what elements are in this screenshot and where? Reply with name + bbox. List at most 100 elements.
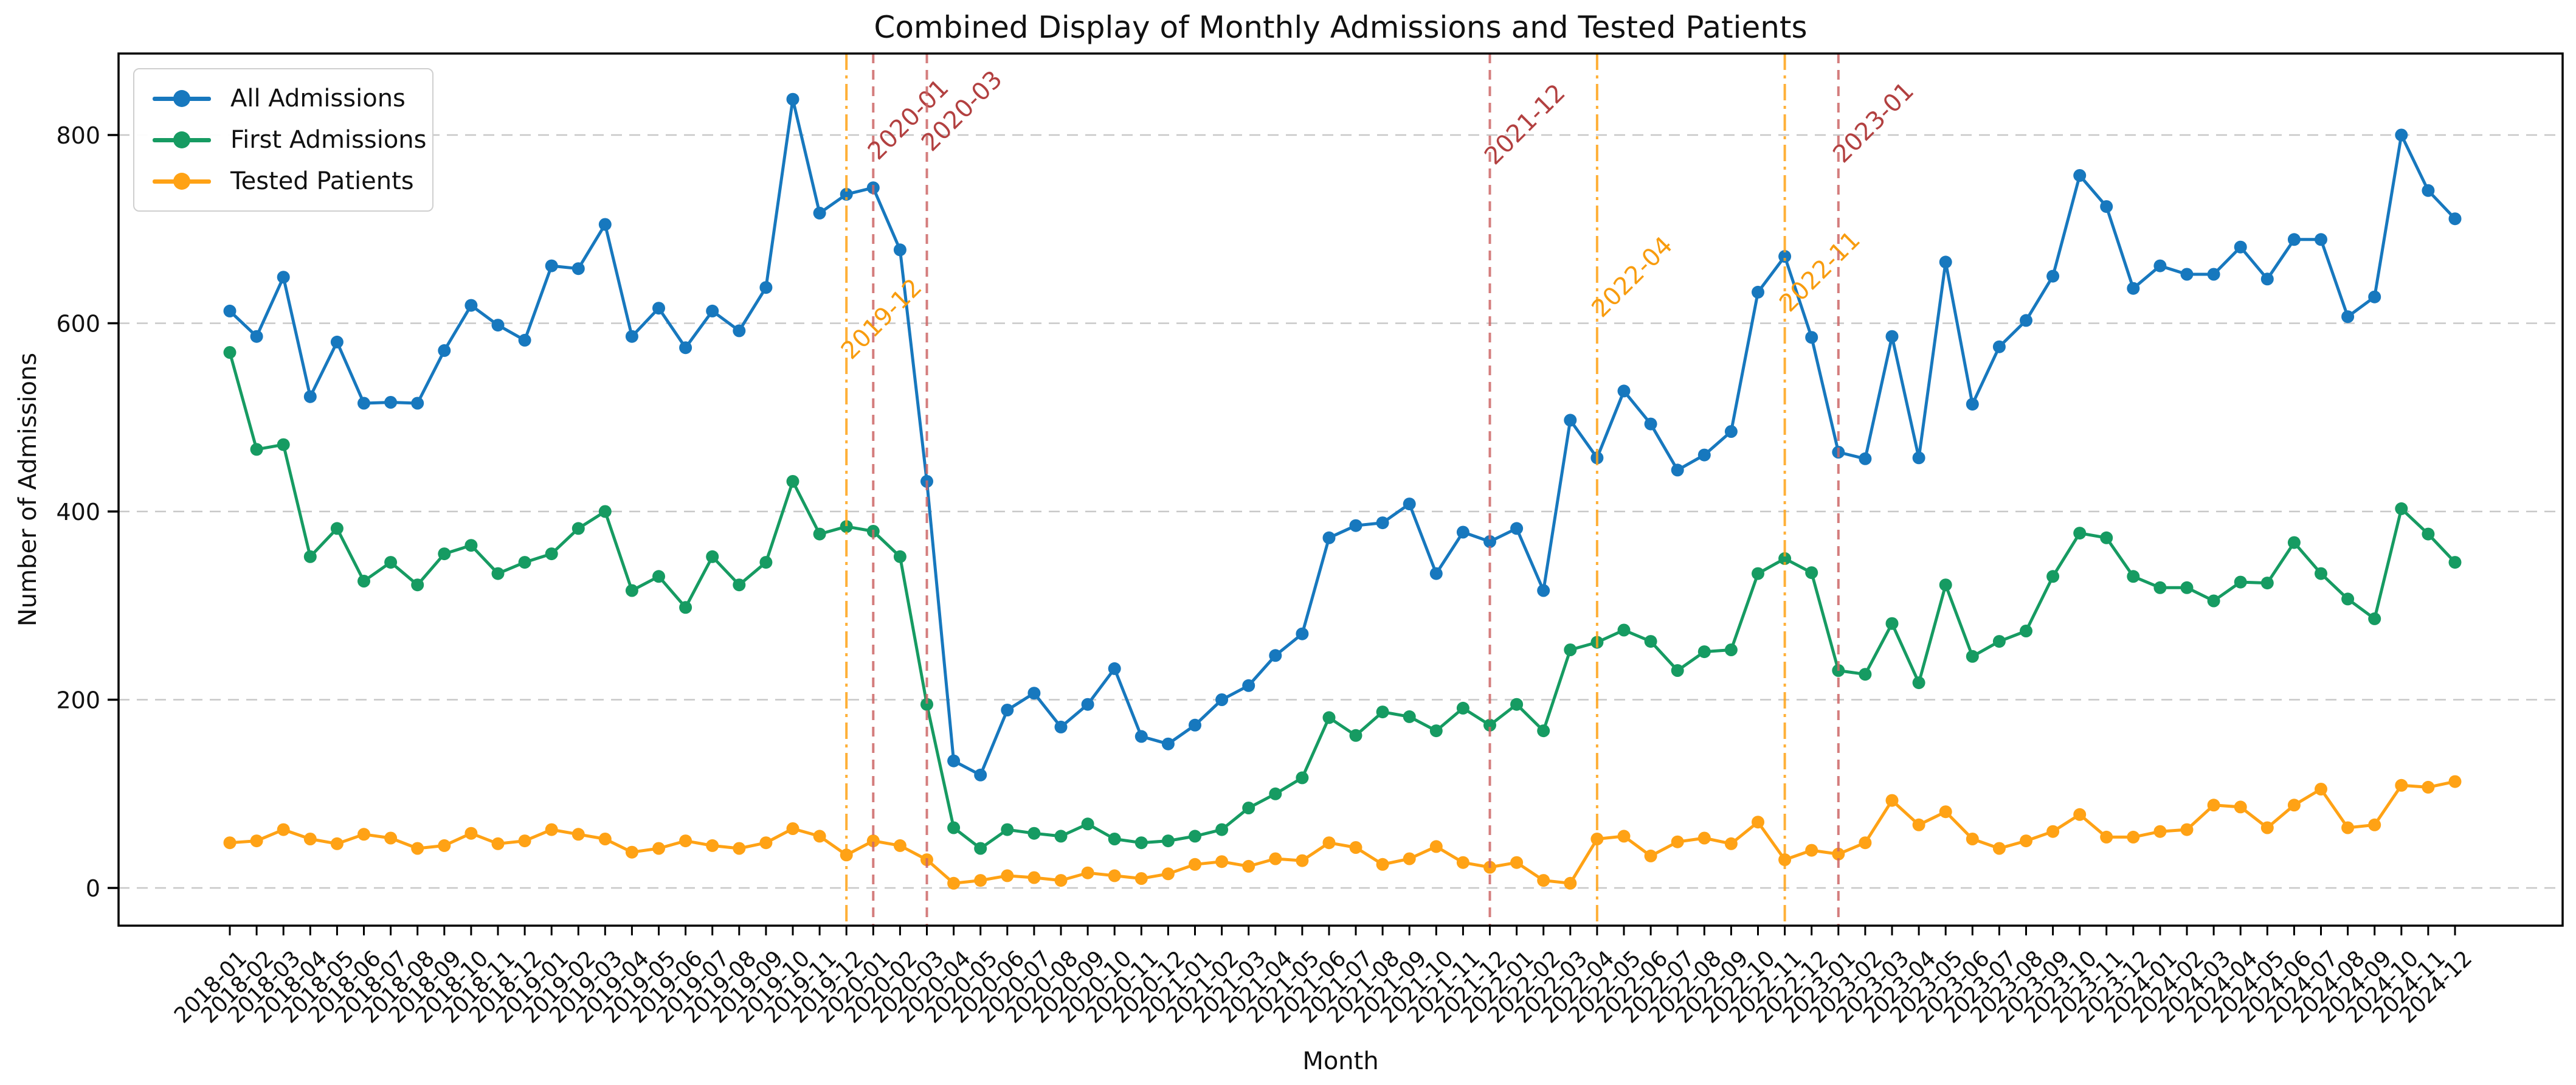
datapoint-tested-patients [2100, 830, 2113, 844]
datapoint-all-admissions [1564, 414, 1577, 427]
series-all-admissions [223, 92, 2462, 782]
datapoint-all-admissions [2341, 310, 2355, 324]
datapoint-tested-patients [2315, 783, 2327, 796]
datapoint-first-admissions [1108, 833, 1121, 845]
datapoint-all-admissions [2020, 314, 2032, 327]
datapoint-first-admissions [1349, 729, 1362, 742]
datapoint-tested-patients [2153, 825, 2167, 838]
datapoint-first-admissions [1081, 817, 1094, 831]
datapoint-all-admissions [1001, 704, 1014, 716]
datapoint-all-admissions [1322, 531, 1336, 544]
datapoint-all-admissions [1108, 662, 1121, 675]
datapoint-tested-patients [1054, 874, 1068, 887]
datapoint-all-admissions [1403, 497, 1416, 511]
datapoint-first-admissions [679, 601, 692, 614]
datapoint-first-admissions [2127, 570, 2140, 583]
datapoint-first-admissions [1322, 711, 1336, 724]
datapoint-all-admissions [1912, 451, 1925, 465]
datapoint-tested-patients [1429, 840, 1443, 853]
datapoint-first-admissions [223, 346, 237, 359]
datapoint-tested-patients [1510, 856, 1524, 869]
datapoint-tested-patients [598, 833, 612, 845]
datapoint-first-admissions [2448, 556, 2462, 569]
datapoint-tested-patients [1242, 859, 1255, 873]
datapoint-tested-patients [1752, 816, 1764, 829]
datapoint-first-admissions [1537, 724, 1550, 738]
datapoint-tested-patients [625, 845, 638, 859]
datapoint-all-admissions [1376, 516, 1389, 530]
datapoint-tested-patients [1215, 855, 1229, 868]
datapoint-all-admissions [598, 218, 612, 231]
datapoint-all-admissions [1215, 693, 1229, 706]
datapoint-tested-patients [1939, 805, 1952, 819]
datapoint-all-admissions [2180, 268, 2194, 281]
datapoint-tested-patients [571, 828, 585, 841]
datapoint-all-admissions [2153, 259, 2167, 272]
datapoint-tested-patients [1161, 867, 1175, 881]
datapoint-all-admissions [1752, 285, 1764, 299]
y-tick-label: 400 [56, 499, 100, 525]
datapoint-all-admissions [786, 92, 799, 106]
datapoint-tested-patients [1376, 858, 1389, 871]
gridlines [119, 134, 2563, 889]
datapoint-tested-patients [1724, 837, 1738, 850]
datapoint-tested-patients [1027, 871, 1041, 884]
datapoint-first-admissions [1269, 787, 1282, 800]
datapoint-tested-patients [384, 831, 398, 845]
datapoint-tested-patients [947, 876, 961, 890]
datapoint-tested-patients [1134, 872, 1148, 885]
datapoint-first-admissions [1671, 664, 1684, 677]
datapoint-first-admissions [2368, 612, 2381, 625]
datapoint-all-admissions [2260, 272, 2274, 286]
datapoint-first-admissions [1885, 617, 1899, 630]
datapoint-all-admissions [893, 243, 906, 257]
datapoint-all-admissions [303, 390, 317, 403]
datapoint-tested-patients [411, 842, 424, 855]
datapoint-tested-patients [464, 827, 478, 840]
datapoint-first-admissions [1992, 635, 2006, 648]
datapoint-all-admissions [974, 768, 987, 782]
datapoint-first-admissions [1215, 823, 1229, 836]
datapoint-first-admissions [1456, 701, 1469, 715]
datapoint-first-admissions [330, 522, 344, 535]
datapoint-tested-patients [250, 834, 263, 848]
x-axis-label: Month [1302, 1047, 1379, 1075]
datapoint-tested-patients [813, 830, 826, 843]
datapoint-all-admissions [1269, 649, 1282, 662]
datapoint-first-admissions [840, 520, 853, 533]
datapoint-first-admissions [813, 527, 826, 541]
annotation-label: 2022-11 [1774, 226, 1866, 317]
datapoint-tested-patients [866, 834, 880, 848]
datapoint-first-admissions [920, 698, 933, 711]
datapoint-all-admissions [518, 333, 531, 347]
datapoint-tested-patients [1966, 833, 1979, 845]
datapoint-first-admissions [2180, 581, 2194, 594]
datapoint-all-admissions [1805, 331, 1818, 344]
datapoint-all-admissions [2315, 233, 2327, 246]
datapoint-first-admissions [1403, 710, 1416, 723]
datapoint-first-admissions [1617, 623, 1631, 637]
datapoint-first-admissions [1134, 836, 1148, 850]
datapoint-first-admissions [2073, 527, 2087, 540]
datapoint-first-admissions [947, 821, 961, 834]
datapoint-first-admissions [2020, 625, 2032, 637]
datapoint-tested-patients [1296, 854, 1309, 867]
datapoint-first-admissions [2100, 531, 2113, 544]
datapoint-tested-patients [2020, 834, 2032, 848]
annotation-2021-12: 2021-12 [1479, 54, 1571, 926]
annotation-2020-03: 2020-03 [916, 54, 1008, 926]
datapoint-all-admissions [625, 330, 638, 343]
datapoint-first-admissions [1429, 724, 1443, 738]
annotation-2023-01: 2023-01 [1828, 54, 1919, 926]
datapoint-first-admissions [759, 556, 773, 569]
datapoint-first-admissions [1778, 552, 1792, 565]
datapoint-tested-patients [893, 839, 906, 852]
datapoint-all-admissions [2046, 269, 2060, 283]
datapoint-all-admissions [571, 262, 585, 276]
datapoint-all-admissions [464, 299, 478, 312]
datapoint-first-admissions [706, 550, 719, 563]
datapoint-first-admissions [1189, 830, 1201, 843]
datapoint-all-admissions [1189, 718, 1201, 732]
datapoint-all-admissions [384, 396, 398, 409]
